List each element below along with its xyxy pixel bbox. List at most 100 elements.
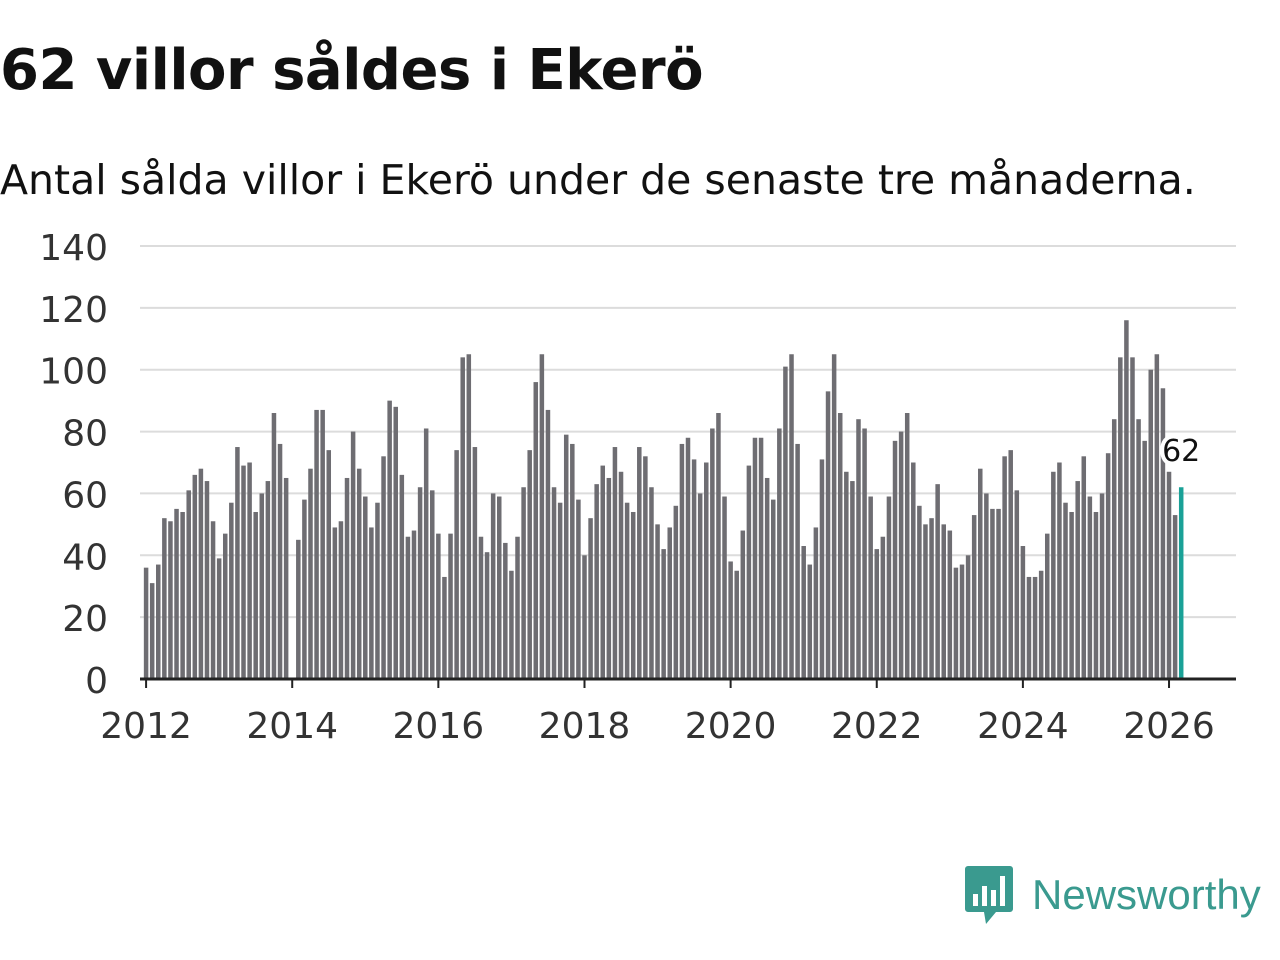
bar [1124, 320, 1129, 679]
y-tick-label: 100 [39, 352, 108, 393]
bar [813, 527, 819, 679]
bar [661, 549, 666, 679]
bar [862, 428, 867, 679]
bar [837, 413, 843, 679]
bar [600, 465, 606, 679]
bar [162, 518, 167, 679]
bar [1069, 511, 1074, 679]
bar [624, 502, 630, 679]
bar [539, 354, 545, 679]
highlight-bar [1178, 487, 1184, 679]
bar [314, 409, 319, 679]
bar [1081, 456, 1087, 679]
chart-subtitle: Antal sålda villor i Ekerö under de sena… [0, 156, 1196, 204]
bar [192, 474, 198, 679]
bar [198, 468, 204, 679]
bar [965, 555, 971, 679]
bar [283, 477, 289, 679]
bar [436, 533, 441, 679]
bar [886, 496, 892, 679]
bar [1160, 388, 1166, 679]
bar [770, 499, 776, 679]
y-tick-label: 0 [85, 661, 108, 702]
bar [253, 511, 258, 679]
bar [1118, 357, 1123, 679]
brand-name: Newsworthy [1032, 871, 1261, 918]
bar [825, 391, 831, 679]
bar [874, 549, 880, 679]
bar [393, 406, 398, 679]
bar [405, 536, 411, 679]
bar [953, 567, 959, 679]
x-tick-label: 2012 [100, 706, 192, 747]
bar [1154, 354, 1160, 679]
bar [911, 462, 916, 679]
bar [186, 490, 191, 679]
y-tick-label: 120 [39, 290, 108, 331]
bar [521, 487, 526, 679]
bar [277, 443, 283, 679]
bar [356, 468, 362, 679]
bar [807, 564, 813, 679]
bar [752, 437, 758, 679]
bar [673, 505, 679, 679]
bar [302, 499, 307, 679]
bar [430, 490, 435, 679]
bar [557, 502, 563, 679]
bar [850, 481, 855, 679]
bar [241, 465, 246, 679]
bar [1020, 546, 1026, 679]
bar [898, 431, 904, 679]
page-title: 62 villor såldes i Ekerö [0, 38, 704, 103]
bar [563, 434, 569, 679]
bar [1087, 496, 1093, 679]
bar [1008, 450, 1013, 679]
bar [801, 546, 806, 679]
bar [527, 450, 532, 679]
bar [1142, 440, 1147, 679]
bar [576, 499, 581, 679]
bar [454, 450, 459, 679]
bar [490, 493, 496, 679]
bar [722, 496, 727, 679]
x-tick-label: 2024 [977, 706, 1069, 747]
bar [643, 456, 648, 679]
x-tick-label: 2020 [685, 706, 777, 747]
bar [551, 487, 557, 679]
bar [411, 530, 417, 679]
bar [856, 419, 861, 679]
bar [1111, 419, 1117, 679]
bar [783, 366, 788, 679]
x-tick-label: 2016 [393, 706, 485, 747]
x-tick-label: 2026 [1123, 706, 1215, 747]
bar [204, 481, 210, 679]
bar [496, 496, 502, 679]
bar [472, 447, 478, 679]
bar [630, 511, 636, 679]
bar [265, 481, 271, 679]
bar [503, 542, 508, 679]
bar [369, 527, 374, 679]
bar [344, 477, 350, 679]
bar [1057, 462, 1062, 679]
bar [1099, 493, 1105, 679]
bar [1002, 456, 1007, 679]
bar [734, 570, 739, 679]
bar [296, 539, 301, 679]
bar [180, 511, 185, 679]
bar [1051, 471, 1056, 679]
bar [588, 518, 593, 679]
bar [746, 465, 752, 679]
y-tick-label: 80 [62, 414, 108, 455]
bar [210, 521, 216, 679]
bar [618, 471, 624, 679]
bar [332, 527, 338, 679]
bar [149, 583, 155, 679]
bar [996, 508, 1001, 679]
bar [143, 567, 149, 679]
bar [156, 564, 161, 679]
bar [679, 443, 685, 679]
bar [387, 400, 392, 679]
newsworthy-logo: Newsworthy [964, 864, 1261, 926]
